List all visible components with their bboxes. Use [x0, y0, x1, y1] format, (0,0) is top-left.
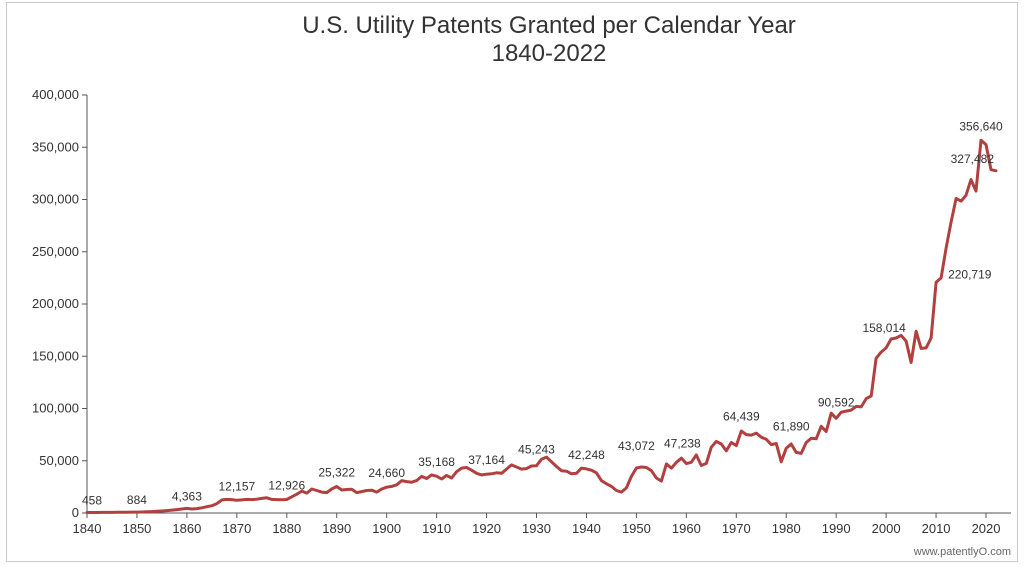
x-tick-label: 1850 — [122, 521, 151, 536]
data-point-label: 61,890 — [773, 419, 810, 433]
x-tick-label: 1970 — [722, 521, 751, 536]
data-point-label: 64,439 — [723, 410, 760, 424]
chart-frame: U.S. Utility Patents Granted per Calenda… — [6, 2, 1018, 562]
x-tick-label: 1980 — [772, 521, 801, 536]
x-tick-label: 1920 — [472, 521, 501, 536]
y-tick-label: 200,000 — [32, 296, 79, 311]
x-tick-label: 2000 — [872, 521, 901, 536]
x-tick-label: 1960 — [672, 521, 701, 536]
data-point-label: 90,592 — [818, 395, 855, 409]
y-tick-label: 150,000 — [32, 348, 79, 363]
x-tick-label: 1930 — [522, 521, 551, 536]
y-tick-label: 300,000 — [32, 192, 79, 207]
data-point-label: 25,322 — [318, 466, 355, 480]
x-tick-label: 2010 — [922, 521, 951, 536]
y-tick-label: 350,000 — [32, 139, 79, 154]
x-tick-label: 1840 — [73, 521, 102, 536]
y-tick-label: 400,000 — [32, 87, 79, 102]
data-point-label: 12,926 — [268, 478, 305, 492]
x-tick-label: 1990 — [822, 521, 851, 536]
x-tick-label: 1950 — [622, 521, 651, 536]
x-tick-label: 1940 — [572, 521, 601, 536]
data-point-label: 24,660 — [368, 466, 405, 480]
data-point-label: 47,238 — [664, 437, 701, 451]
chart-title-line2: 1840-2022 — [492, 40, 607, 67]
x-tick-label: 1880 — [272, 521, 301, 536]
x-tick-label: 1900 — [372, 521, 401, 536]
data-point-label: 12,157 — [218, 479, 255, 493]
data-point-label: 42,248 — [568, 448, 605, 462]
data-point-label: 220,719 — [948, 267, 992, 281]
x-tick-label: 1890 — [322, 521, 351, 536]
chart-title-line1: U.S. Utility Patents Granted per Calenda… — [302, 12, 796, 39]
x-tick-label: 1910 — [422, 521, 451, 536]
source-attribution: www.patentlyO.com — [913, 546, 1011, 558]
x-tick-label: 1860 — [172, 521, 201, 536]
y-tick-label: 0 — [72, 505, 79, 520]
patents-line-chart: U.S. Utility Patents Granted per Calenda… — [7, 3, 1017, 561]
data-point-label: 356,640 — [959, 119, 1003, 133]
data-point-label: 4,363 — [172, 489, 202, 503]
data-point-label: 158,014 — [862, 321, 906, 335]
x-tick-label: 1870 — [222, 521, 251, 536]
data-point-label: 35,168 — [418, 455, 455, 469]
data-point-label: 37,164 — [468, 453, 505, 467]
data-point-label: 884 — [127, 493, 147, 507]
data-point-label: 458 — [82, 494, 102, 508]
x-tick-label: 2020 — [972, 521, 1001, 536]
y-tick-label: 50,000 — [39, 453, 79, 468]
data-point-label: 327,482 — [951, 152, 995, 166]
y-tick-label: 250,000 — [32, 244, 79, 259]
y-tick-label: 100,000 — [32, 401, 79, 416]
data-point-label: 43,072 — [618, 439, 655, 453]
data-point-label: 45,243 — [518, 443, 555, 457]
